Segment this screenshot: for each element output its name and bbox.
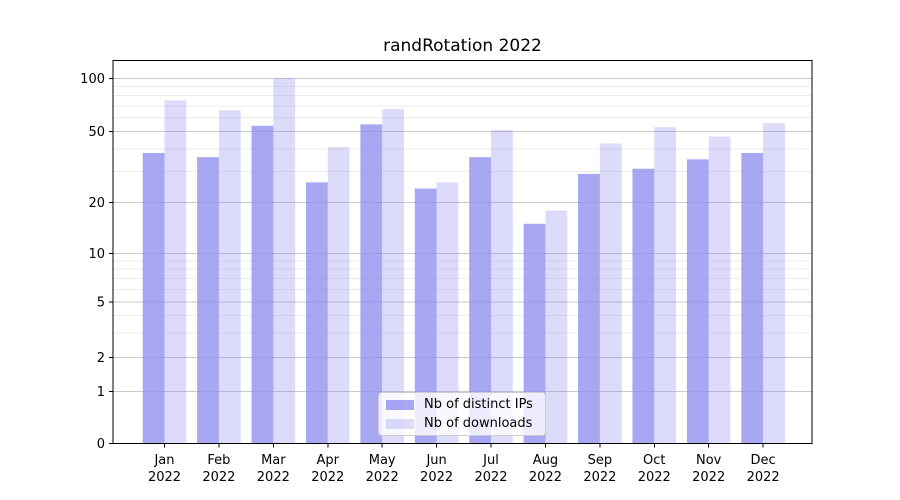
x-tick-label-year: 2022	[148, 470, 181, 485]
x-tick-label-month: Mar	[261, 453, 286, 468]
y-tick-label: 10	[88, 247, 105, 262]
x-tick-label-month: Feb	[207, 453, 230, 468]
x-tick-label-year: 2022	[692, 470, 725, 485]
legend-item-distinct-ips: Nb of distinct IPs	[386, 397, 545, 412]
y-tick-label: 2	[97, 351, 105, 366]
plot-border	[112, 60, 813, 444]
bar-distinct-ips-may	[360, 124, 383, 444]
x-tick-label-year: 2022	[583, 470, 616, 485]
bar-downloads-jul	[491, 130, 513, 444]
bar-distinct-ips-mar	[251, 125, 274, 444]
bar-distinct-ips-apr	[305, 182, 328, 444]
x-tick-label-month: Dec	[751, 453, 776, 468]
bar-downloads-may	[382, 109, 404, 444]
bar-downloads-jan	[164, 100, 187, 444]
y-tick-label: 0	[97, 437, 105, 452]
x-tick-label-year: 2022	[420, 470, 453, 485]
x-tick-label-month: Jul	[482, 453, 499, 468]
x-tick-label-year: 2022	[474, 470, 507, 485]
x-tick-label-year: 2022	[311, 470, 344, 485]
x-tick-label-month: Aug	[533, 453, 558, 468]
y-tick-label: 5	[97, 296, 105, 311]
legend-label-distinct-ips: Nb of distinct IPs	[424, 397, 533, 412]
legend-box: Nb of distinct IPs Nb of downloads	[378, 392, 546, 436]
x-axis: Jan 2022 Feb 2022 Mar 2022 Apr 2022 May 2022 Jun 20…	[148, 443, 780, 485]
bar-distinct-ips-jun	[414, 188, 437, 444]
y-tick-label: 50	[88, 125, 105, 140]
bar-distinct-ips-sep	[578, 173, 600, 444]
bar-downloads-jun	[436, 182, 459, 444]
x-tick-label-year: 2022	[202, 470, 235, 485]
bar-distinct-ips-oct	[632, 168, 655, 444]
y-tick-label: 100	[80, 72, 105, 87]
x-tick-label-month: Sep	[588, 453, 613, 468]
x-tick-label-month: Apr	[317, 453, 340, 468]
x-tick-label-year: 2022	[257, 470, 290, 485]
bar-distinct-ips-jan	[142, 152, 165, 444]
bar-distinct-ips-aug	[523, 223, 546, 444]
x-tick-label-year: 2022	[529, 470, 562, 485]
y-tick-label: 20	[88, 196, 105, 211]
chart-title: randRotation 2022	[383, 36, 542, 56]
x-tick-label-year: 2022	[747, 470, 780, 485]
bar-distinct-ips-feb	[197, 157, 219, 444]
bar-downloads-oct	[654, 127, 677, 444]
bar-downloads-mar	[273, 78, 296, 444]
x-tick-label-month: Jun	[425, 453, 446, 468]
y-tick-label: 1	[97, 385, 105, 400]
legend-label-downloads: Nb of downloads	[424, 416, 533, 431]
bar-downloads-sep	[599, 143, 622, 444]
bar-downloads-apr	[327, 147, 350, 444]
bars	[142, 78, 785, 444]
bar-downloads-dec	[763, 122, 785, 444]
bar-distinct-ips-jul	[469, 157, 492, 444]
x-tick-label-year: 2022	[638, 470, 671, 485]
x-tick-label-month: May	[369, 453, 396, 468]
x-tick-label-month: Nov	[696, 453, 722, 468]
legend-item-downloads: Nb of downloads	[386, 416, 545, 431]
x-tick-label-year: 2022	[366, 470, 399, 485]
bar-downloads-aug	[545, 210, 568, 444]
legend-swatch-downloads	[386, 418, 414, 429]
x-tick-label-month: Oct	[643, 453, 665, 468]
bar-downloads-nov	[708, 136, 731, 444]
y-axis: 0 1 2 5 10 20 50 100	[80, 72, 113, 452]
bar-distinct-ips-dec	[741, 152, 764, 444]
x-tick-label-month: Jan	[153, 453, 174, 468]
bar-distinct-ips-nov	[686, 159, 709, 444]
legend-swatch-distinct-ips	[386, 399, 414, 410]
bar-downloads-feb	[218, 110, 241, 444]
